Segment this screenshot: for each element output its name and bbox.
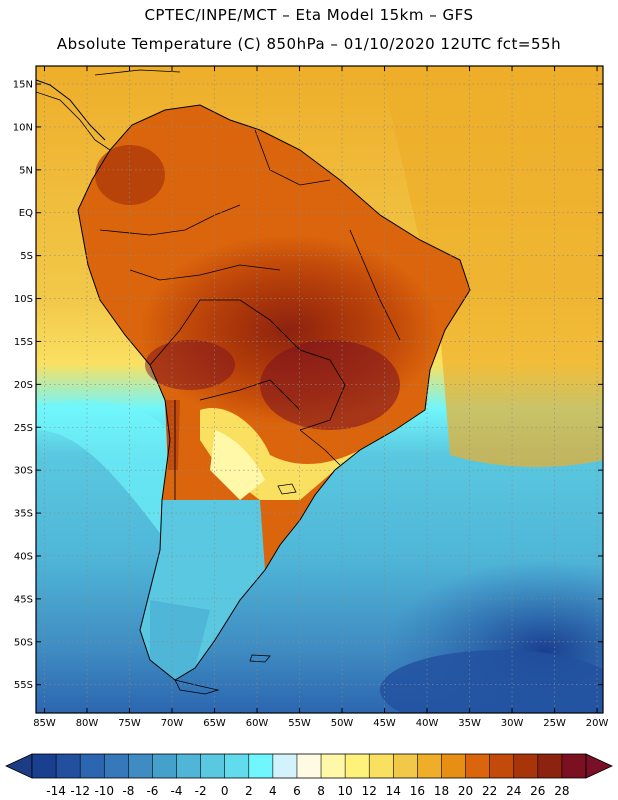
colorbar-swatch: [296, 754, 322, 778]
colorbar-label: 22: [482, 784, 497, 798]
colorbar-label: -8: [122, 784, 134, 798]
colorbar-swatch: [513, 754, 539, 778]
colorbar-label: -4: [171, 784, 183, 798]
colorbar-label: -14: [46, 784, 66, 798]
lon-label: 60W: [246, 718, 269, 729]
colorbar-label: -2: [195, 784, 207, 798]
lat-label: EQ: [19, 208, 33, 219]
lat-label: 35S: [14, 509, 33, 520]
lon-label: 75W: [118, 718, 141, 729]
colorbar-low-arrow: [5, 753, 33, 779]
colorbar-label: 10: [337, 784, 352, 798]
colorbar-swatch: [176, 754, 202, 778]
colorbar-label: 28: [554, 784, 569, 798]
longitude-labels: 85W 80W 75W 70W 65W 60W 55W 50W 45W 40W 35W 30W 25W 2…: [33, 718, 608, 729]
lon-label: 50W: [331, 718, 354, 729]
lat-label: 5S: [20, 251, 33, 262]
lat-label: 40S: [14, 551, 33, 562]
lat-label: 30S: [14, 466, 33, 477]
colorbar-swatch: [321, 754, 346, 778]
colorbar-label: 16: [410, 784, 425, 798]
colorbar-label: -12: [70, 784, 90, 798]
lon-label: 30W: [501, 718, 524, 729]
colorbar-label: 4: [269, 784, 277, 798]
lat-label: 10N: [13, 122, 33, 133]
lon-label: 80W: [76, 718, 99, 729]
colorbar-label: 14: [386, 784, 401, 798]
lon-label: 70W: [161, 718, 184, 729]
colorbar-swatch: [80, 754, 105, 778]
colorbar-label: -6: [146, 784, 158, 798]
lon-label: 40W: [416, 718, 439, 729]
colorbar-swatch: [489, 754, 515, 778]
colorbar-swatch: [465, 754, 491, 778]
lat-label: 15S: [14, 337, 33, 348]
map-subtitle: Absolute Temperature (C) 850hPa – 01/10/…: [56, 35, 562, 53]
colorbar-label: -10: [94, 784, 114, 798]
colorbar-swatch: [537, 754, 563, 778]
colorbar-label: 12: [362, 784, 377, 798]
lat-label: 5N: [19, 165, 33, 176]
lon-label: 85W: [33, 718, 56, 729]
temperature-field: [36, 66, 603, 713]
colorbar-swatch: [272, 754, 298, 778]
grid-lines: [36, 66, 603, 713]
lon-label: 55W: [288, 718, 311, 729]
colorbar-label: 8: [317, 784, 325, 798]
colorbar-high-arrow: [585, 753, 613, 779]
lon-label: 65W: [203, 718, 226, 729]
lat-label: 50S: [14, 637, 33, 648]
colorbar-label: 0: [221, 784, 229, 798]
latitude-labels: 15N 10N 5N EQ 5S 10S 15S 20S 25S 30S 35S 40S 45S 50S 5…: [13, 80, 33, 692]
colorbar-label: 24: [506, 784, 521, 798]
plot-frame: [35, 65, 604, 714]
lat-label: 10S: [14, 294, 33, 305]
colorbar-swatch: [345, 754, 370, 778]
lat-label: 20S: [14, 380, 33, 391]
colorbar-label: 18: [434, 784, 449, 798]
lat-label: 55S: [14, 680, 33, 691]
colorbar-swatch: [152, 754, 177, 778]
lon-label: 25W: [543, 718, 566, 729]
colorbar-swatch: [441, 754, 466, 778]
lon-label: 20W: [586, 718, 609, 729]
lat-label: 15N: [13, 80, 33, 91]
colorbar-swatch: [417, 754, 442, 778]
colorbar-swatch: [128, 754, 153, 778]
lon-label: 45W: [373, 718, 396, 729]
colorbar-swatch: [200, 754, 226, 778]
colorbar-label: 2: [245, 784, 253, 798]
colorbar: -14 -12 -10 -8 -6 -4 -2 0 2 4 6 8 10 12 14 16 18 20 22 24 26…: [5, 753, 613, 798]
lat-label: 45S: [14, 594, 33, 605]
country-borders: [36, 91, 401, 500]
colorbar-swatch: [369, 754, 394, 778]
colorbar-label: 6: [293, 784, 301, 798]
colorbar-swatch: [561, 754, 587, 778]
axis-ticks: [36, 66, 603, 713]
colorbar-swatch: [104, 754, 129, 778]
colorbar-swatch: [56, 754, 81, 778]
colorbar-label: 20: [458, 784, 473, 798]
lat-label: 25S: [14, 423, 33, 434]
colorbar-swatch: [393, 754, 418, 778]
colorbar-swatch: [248, 754, 274, 778]
colorbar-swatch: [32, 754, 57, 778]
map-title: CPTEC/INPE/MCT – Eta Model 15km – GFS: [144, 6, 474, 24]
lon-label: 35W: [458, 718, 481, 729]
colorbar-label: 26: [530, 784, 545, 798]
colorbar-swatch: [224, 754, 250, 778]
